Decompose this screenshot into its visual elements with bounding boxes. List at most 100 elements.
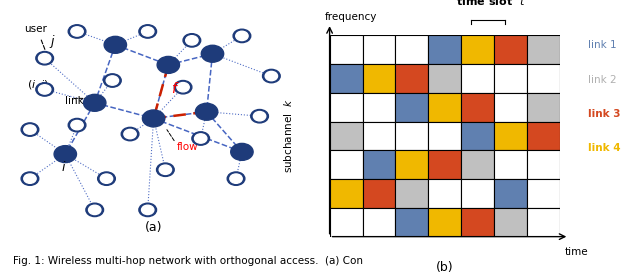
Bar: [461, 64, 494, 93]
Circle shape: [38, 54, 51, 63]
Bar: [461, 122, 494, 150]
Bar: [362, 35, 396, 64]
Bar: [396, 35, 428, 64]
Bar: [330, 93, 362, 122]
Bar: [461, 35, 494, 64]
Bar: [494, 35, 527, 64]
Text: flow: flow: [177, 143, 199, 152]
Bar: [428, 179, 461, 208]
Bar: [461, 150, 494, 179]
Text: $j$: $j$: [49, 33, 56, 50]
Bar: [362, 208, 396, 237]
Bar: [330, 179, 362, 208]
Circle shape: [195, 103, 218, 120]
Text: $(i,j)$: $(i,j)$: [27, 78, 49, 92]
Bar: [362, 150, 396, 179]
Bar: [396, 208, 428, 237]
Bar: [494, 93, 527, 122]
Text: (b): (b): [436, 261, 454, 272]
Circle shape: [183, 34, 201, 47]
Text: $i$: $i$: [61, 160, 67, 175]
Circle shape: [68, 118, 86, 132]
Circle shape: [84, 94, 106, 111]
Text: frequency: frequency: [325, 12, 378, 22]
Bar: [494, 150, 527, 179]
Circle shape: [36, 51, 54, 65]
Circle shape: [124, 129, 136, 139]
Text: link 3: link 3: [588, 109, 620, 119]
Circle shape: [233, 29, 251, 43]
Bar: [428, 208, 461, 237]
Bar: [494, 64, 527, 93]
Bar: [461, 93, 494, 122]
Circle shape: [104, 36, 127, 53]
Bar: [461, 208, 494, 237]
Circle shape: [21, 172, 39, 185]
Circle shape: [24, 174, 36, 183]
Bar: [362, 64, 396, 93]
Bar: [330, 208, 362, 237]
Text: (a): (a): [145, 221, 163, 234]
Text: user: user: [24, 24, 47, 34]
Bar: [396, 179, 428, 208]
Bar: [428, 64, 461, 93]
Circle shape: [36, 83, 54, 96]
Circle shape: [98, 172, 115, 185]
Circle shape: [21, 123, 39, 136]
Bar: [362, 122, 396, 150]
Circle shape: [104, 74, 121, 87]
Bar: [330, 122, 362, 150]
Bar: [428, 35, 461, 64]
Bar: [494, 179, 527, 208]
Bar: [428, 93, 461, 122]
Circle shape: [177, 82, 189, 92]
Text: time slot  $t$: time slot $t$: [456, 0, 526, 7]
Circle shape: [192, 132, 209, 145]
Bar: [396, 93, 428, 122]
Circle shape: [71, 27, 83, 36]
Bar: [396, 150, 428, 179]
Circle shape: [121, 127, 139, 141]
Bar: [527, 179, 560, 208]
Circle shape: [68, 25, 86, 38]
Text: link: link: [65, 95, 84, 106]
Text: subchannel  $k$: subchannel $k$: [282, 99, 294, 173]
Circle shape: [251, 110, 268, 123]
Circle shape: [139, 25, 157, 38]
Circle shape: [141, 205, 154, 215]
Circle shape: [71, 120, 83, 130]
Circle shape: [106, 76, 118, 85]
Bar: [527, 122, 560, 150]
Circle shape: [236, 31, 248, 41]
Text: time: time: [564, 247, 588, 257]
Text: Fig. 1: Wireless multi-hop network with orthogonal access.  (a) Con: Fig. 1: Wireless multi-hop network with …: [13, 256, 363, 266]
Circle shape: [157, 56, 179, 73]
Circle shape: [253, 112, 266, 121]
Circle shape: [24, 125, 36, 134]
Circle shape: [38, 85, 51, 94]
Bar: [330, 150, 362, 179]
Bar: [428, 150, 461, 179]
Text: link 2: link 2: [588, 75, 616, 85]
Text: link 4: link 4: [588, 143, 620, 153]
Bar: [330, 64, 362, 93]
Circle shape: [265, 71, 278, 81]
Bar: [527, 93, 560, 122]
Circle shape: [139, 203, 157, 217]
Bar: [330, 35, 362, 64]
Bar: [494, 122, 527, 150]
Circle shape: [227, 172, 245, 185]
Circle shape: [202, 45, 223, 62]
Bar: [396, 64, 428, 93]
Circle shape: [230, 174, 242, 183]
Bar: [527, 64, 560, 93]
Bar: [362, 93, 396, 122]
Circle shape: [174, 81, 192, 94]
Circle shape: [157, 163, 174, 177]
Text: link 1: link 1: [588, 41, 616, 50]
Circle shape: [231, 143, 253, 160]
Circle shape: [88, 205, 101, 215]
Circle shape: [159, 165, 172, 174]
Bar: [428, 122, 461, 150]
Bar: [396, 122, 428, 150]
